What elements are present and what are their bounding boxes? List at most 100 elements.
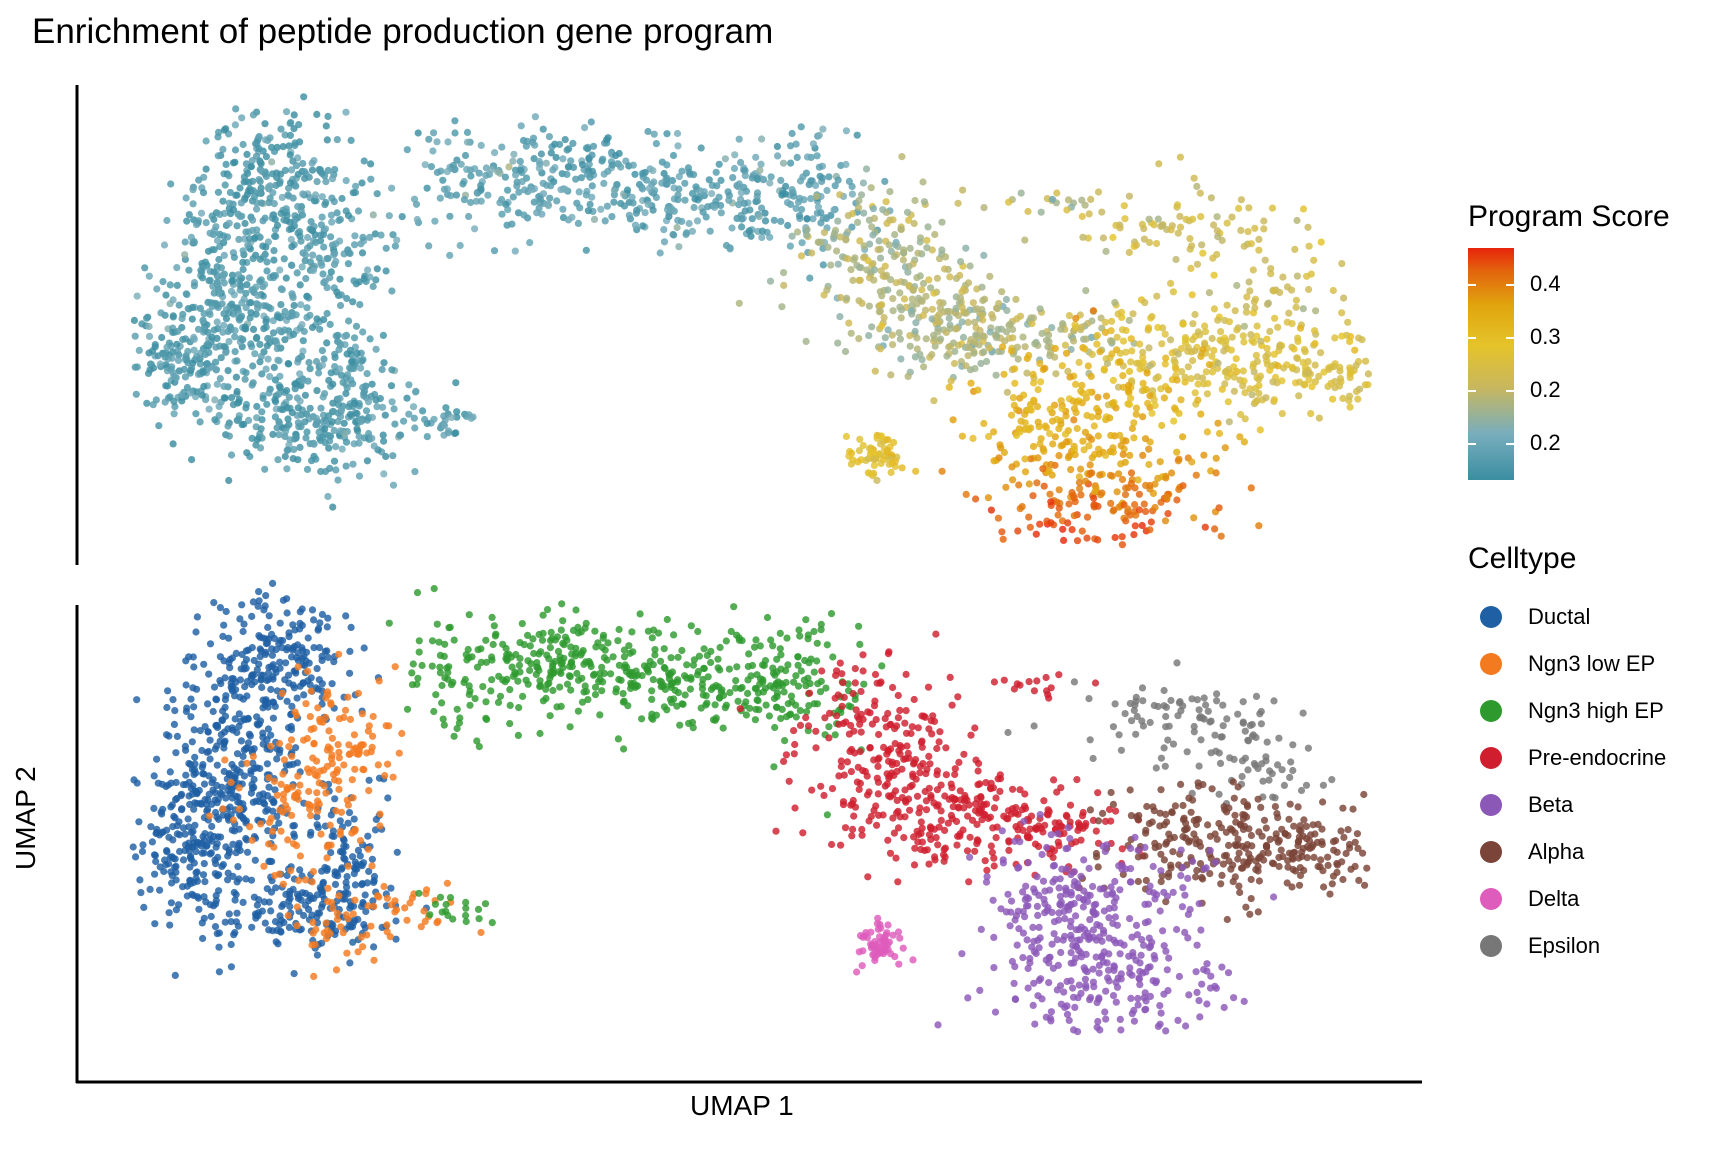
score-point xyxy=(880,314,888,322)
score-point xyxy=(1066,373,1074,381)
score-point xyxy=(143,314,151,322)
celltype-point xyxy=(176,831,184,839)
score-point xyxy=(190,282,198,290)
score-point xyxy=(603,202,612,210)
score-point xyxy=(316,167,324,176)
celltype-point xyxy=(365,867,373,876)
score-point xyxy=(312,191,320,199)
celltype-point xyxy=(508,663,516,671)
celltype-point xyxy=(277,827,285,835)
score-point xyxy=(1129,310,1137,318)
score-point xyxy=(546,194,554,202)
celltype-point xyxy=(732,684,740,692)
score-point xyxy=(342,108,350,116)
score-point xyxy=(509,157,517,165)
celltype-point xyxy=(172,906,180,914)
celltype-point xyxy=(450,732,458,740)
celltype-point xyxy=(213,721,222,730)
score-point xyxy=(517,122,525,130)
celltype-point xyxy=(413,680,421,688)
score-point xyxy=(379,331,387,339)
celltype-point xyxy=(248,923,256,931)
celltype-point xyxy=(296,852,304,860)
score-point xyxy=(1118,533,1126,541)
score-point xyxy=(202,137,210,145)
score-point xyxy=(318,261,326,269)
score-point xyxy=(220,239,228,247)
score-point xyxy=(629,199,637,207)
score-point xyxy=(1116,431,1124,439)
score-point xyxy=(868,448,876,456)
celltype-point xyxy=(403,705,412,713)
score-point xyxy=(1239,332,1247,340)
celltype-point xyxy=(754,697,762,705)
score-point xyxy=(537,150,546,158)
score-point xyxy=(1102,392,1111,400)
score-point xyxy=(787,159,795,167)
score-point xyxy=(847,266,855,274)
score-point xyxy=(1251,304,1259,312)
score-point xyxy=(283,212,291,220)
celltype-point xyxy=(344,819,352,827)
score-point xyxy=(766,277,775,285)
score-point xyxy=(682,230,690,239)
score-point xyxy=(1317,349,1325,357)
score-point xyxy=(1305,242,1313,250)
celltype-point xyxy=(279,900,287,908)
celltype-point xyxy=(289,644,297,652)
celltype-point xyxy=(214,795,222,803)
score-point xyxy=(270,247,278,255)
score-point xyxy=(583,170,591,178)
score-point xyxy=(351,232,359,240)
score-point xyxy=(288,243,296,251)
celltype-point xyxy=(516,668,524,676)
celltype-point xyxy=(308,606,317,614)
score-point xyxy=(994,348,1003,356)
score-point xyxy=(715,160,723,168)
score-point xyxy=(301,391,309,399)
celltype-point xyxy=(132,853,140,861)
celltype-point xyxy=(473,663,482,671)
score-point xyxy=(1139,379,1147,387)
score-point xyxy=(451,129,459,137)
score-point xyxy=(325,412,333,420)
celltype-point xyxy=(276,619,284,627)
score-point xyxy=(173,264,181,272)
celltype-point xyxy=(565,672,574,680)
score-point xyxy=(959,333,968,341)
score-point xyxy=(1217,328,1225,336)
celltype-point xyxy=(235,710,243,718)
score-point xyxy=(1267,265,1275,273)
score-point xyxy=(249,255,257,263)
celltype-point xyxy=(323,762,331,770)
celltype-point xyxy=(350,815,358,823)
score-point xyxy=(882,271,891,279)
score-point xyxy=(254,291,262,299)
score-point xyxy=(346,364,354,372)
celltype-point xyxy=(384,794,392,802)
score-point xyxy=(1239,367,1247,375)
celltype-point xyxy=(364,727,372,735)
celltype-point xyxy=(580,660,588,668)
score-point xyxy=(884,326,892,334)
score-point xyxy=(1231,307,1239,315)
celltype-point xyxy=(346,750,354,758)
score-point xyxy=(1146,526,1154,534)
score-point xyxy=(348,358,356,366)
celltype-point xyxy=(257,820,265,828)
celltype-point xyxy=(262,592,270,600)
score-point xyxy=(817,209,825,217)
score-point xyxy=(1019,333,1027,341)
score-point xyxy=(1255,522,1263,530)
score-point xyxy=(308,323,317,332)
score-point xyxy=(1154,215,1162,223)
celltype-point xyxy=(462,651,470,659)
score-point xyxy=(515,188,523,196)
score-point xyxy=(1030,379,1038,387)
celltype-point xyxy=(236,676,244,684)
score-point xyxy=(327,268,335,276)
score-point xyxy=(451,166,459,174)
celltype-point xyxy=(474,905,483,914)
score-point xyxy=(877,432,886,440)
score-point xyxy=(451,429,459,438)
